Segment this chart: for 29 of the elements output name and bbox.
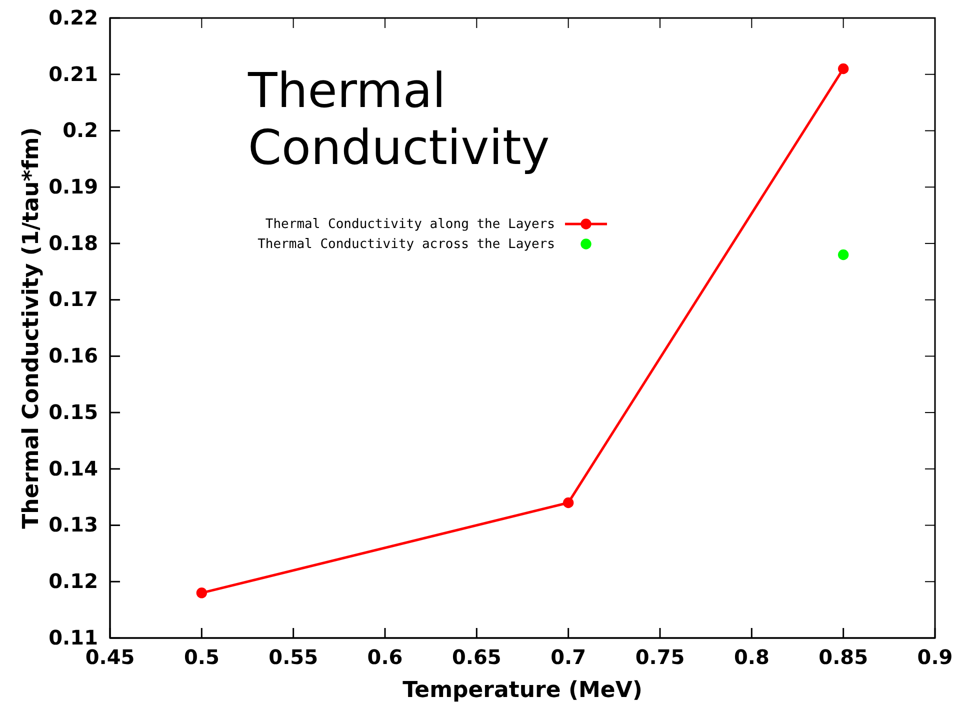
y-tick-label: 0.15 [48, 400, 98, 424]
y-tick-label: 0.12 [48, 569, 98, 594]
x-tick-label: 0.55 [268, 645, 318, 670]
x-tick-label: 0.5 [184, 645, 220, 670]
x-tick-label: 0.85 [818, 645, 868, 670]
y-tick-label: 0.14 [48, 456, 98, 480]
text: Thermal Conductivity [247, 63, 550, 176]
point [562, 497, 574, 508]
y-axis-title: Thermal Conductivity (1/tau*fm) [19, 127, 44, 529]
x-tick-label: 0.75 [635, 645, 685, 670]
x-tick-label: 0.7 [550, 645, 586, 670]
point [838, 249, 849, 260]
y-tick-label: 0.18 [48, 230, 98, 255]
point [196, 588, 208, 598]
x-tick-label: 0.9 [917, 645, 953, 670]
y-tick-label: 0.13 [48, 512, 98, 537]
y-tick-label: 0.2 [62, 118, 98, 142]
point [838, 63, 849, 74]
y-tick-label: 0.22 [48, 5, 98, 30]
x-tick-label: 0.8 [734, 645, 770, 670]
legend-label: Thermal Conductivity along the Layers [265, 217, 555, 232]
x-axis-title: Temperature (MeV) [402, 678, 642, 703]
x-tick-label: 0.6 [367, 645, 403, 670]
y-tick-label: 0.16 [48, 344, 98, 368]
legend-label: Thermal Conductivity across the Layers [258, 237, 555, 252]
y-tick-label: 0.19 [48, 174, 98, 198]
y-tick-label: 0.21 [48, 62, 98, 86]
x-tick-label: 0.65 [452, 645, 502, 670]
y-tick-label: 0.17 [48, 287, 98, 312]
